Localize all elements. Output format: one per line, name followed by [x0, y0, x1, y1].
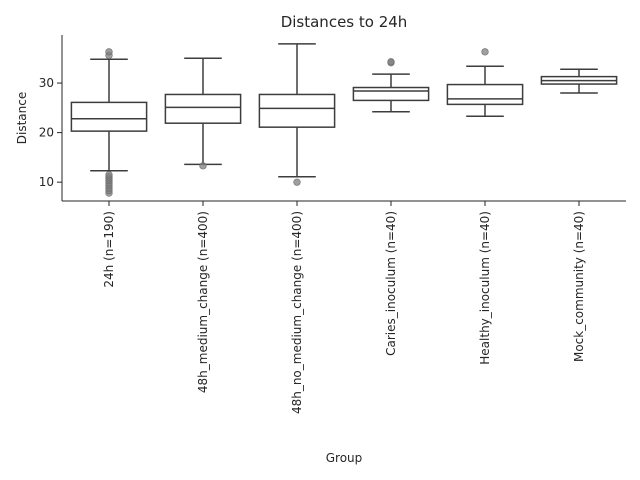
outlier-point — [199, 162, 207, 170]
outlier-point — [105, 48, 113, 56]
x-axis-label: Group — [326, 451, 363, 465]
x-tick-label: 48h_medium_change (n=400) — [196, 211, 210, 393]
box — [70, 101, 148, 132]
x-tick-label: Mock_community (n=40) — [572, 211, 586, 362]
outlier-point — [387, 58, 395, 66]
outlier-point — [481, 48, 489, 56]
box — [352, 86, 430, 102]
x-tick-label: 24h (n=190) — [102, 211, 116, 288]
x-tick-label: Caries_inoculum (n=40) — [384, 211, 398, 356]
y-tick-label: 20 — [39, 126, 54, 140]
outlier-point — [293, 178, 301, 186]
chart-title: Distances to 24h — [281, 13, 408, 31]
y-tick-label: 10 — [39, 175, 54, 189]
y-axis-label: Distance — [15, 92, 29, 144]
x-tick-label: 48h_no_medium_change (n=400) — [290, 211, 304, 414]
box — [446, 83, 524, 106]
box — [258, 93, 336, 128]
plot-area — [70, 43, 618, 197]
x-tick-label: Healthy_inoculum (n=40) — [478, 211, 492, 365]
box — [164, 93, 242, 124]
outlier-point — [105, 171, 113, 179]
y-tick-label: 30 — [39, 76, 54, 90]
